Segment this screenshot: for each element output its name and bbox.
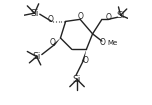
Text: O: O (106, 13, 112, 22)
Text: O: O (48, 15, 54, 24)
Text: Si: Si (116, 11, 125, 20)
Polygon shape (53, 38, 60, 46)
Text: O: O (50, 38, 56, 47)
Text: O: O (100, 38, 106, 47)
Text: O: O (82, 56, 88, 65)
Text: Si: Si (73, 75, 81, 84)
Text: Si: Si (32, 52, 41, 61)
Text: Me: Me (108, 40, 118, 46)
Text: O: O (77, 12, 83, 21)
Text: Si: Si (30, 9, 39, 18)
Polygon shape (82, 49, 86, 62)
